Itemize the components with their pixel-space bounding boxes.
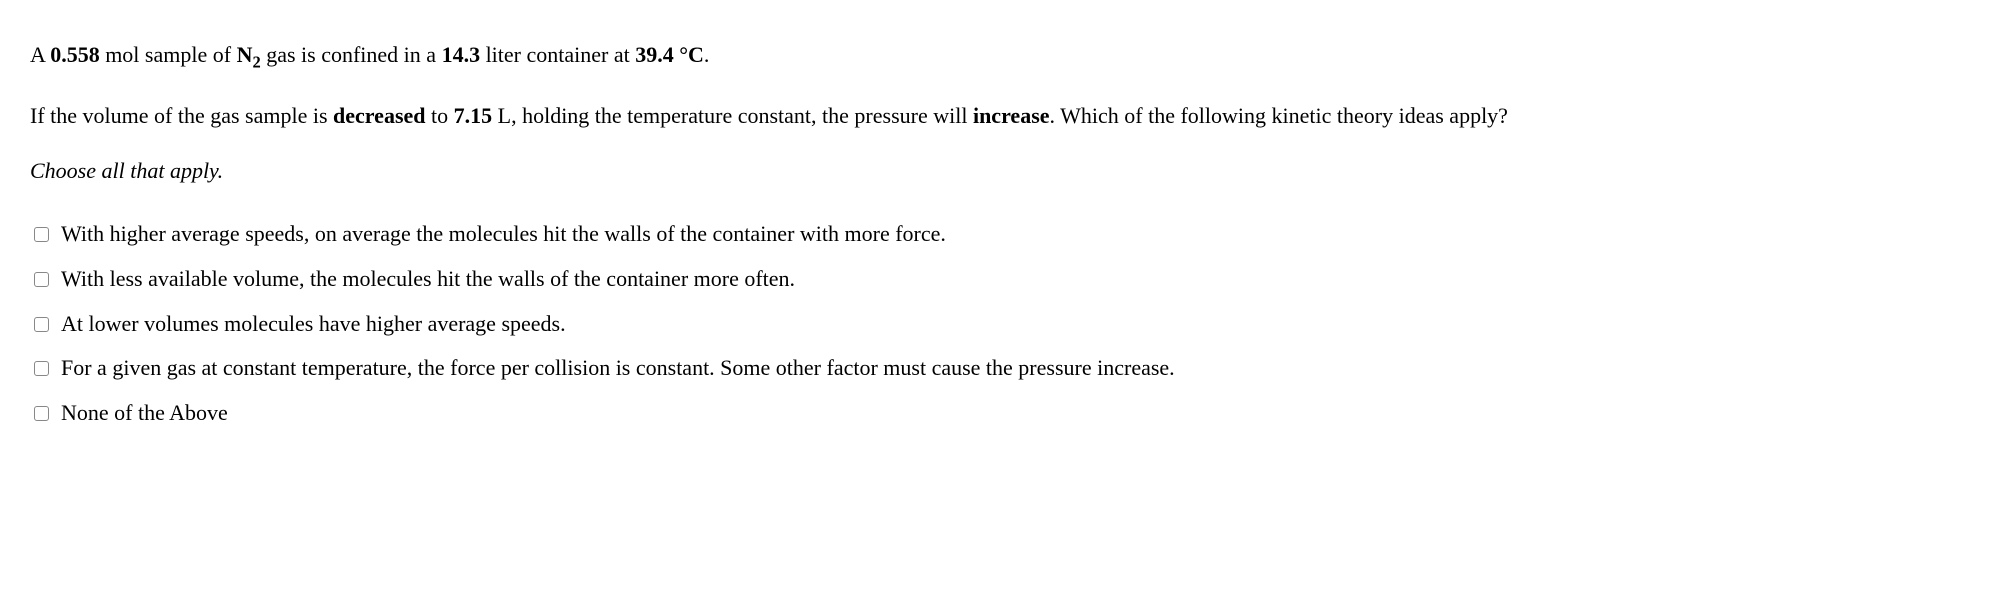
- options-list: With higher average speeds, on average t…: [30, 219, 1962, 429]
- option-checkbox-2[interactable]: [34, 272, 49, 287]
- emphasis-decreased: decreased: [333, 103, 425, 128]
- value-moles: 0.558: [50, 42, 100, 67]
- option-checkbox-3[interactable]: [34, 317, 49, 332]
- question-paragraph-1: A 0.558 mol sample of N2 gas is confined…: [30, 40, 1962, 73]
- gas-formula: N2: [237, 42, 261, 67]
- text-part: .: [704, 42, 710, 67]
- option-label: None of the Above: [61, 398, 228, 429]
- text-part: L, holding the temperature constant, the…: [492, 103, 973, 128]
- text-part: A: [30, 42, 50, 67]
- text-part: mol sample of: [100, 42, 237, 67]
- question-paragraph-2: If the volume of the gas sample is decre…: [30, 101, 1962, 132]
- option-row: For a given gas at constant temperature,…: [34, 353, 1962, 384]
- option-row: None of the Above: [34, 398, 1962, 429]
- value-new-volume: 7.15: [454, 103, 493, 128]
- instruction-text: Choose all that apply.: [30, 156, 1962, 187]
- text-part: to: [426, 103, 454, 128]
- emphasis-increase: increase: [973, 103, 1050, 128]
- option-row: With less available volume, the molecule…: [34, 264, 1962, 295]
- text-part: If the volume of the gas sample is: [30, 103, 333, 128]
- option-row: With higher average speeds, on average t…: [34, 219, 1962, 250]
- option-label: With less available volume, the molecule…: [61, 264, 795, 295]
- option-checkbox-5[interactable]: [34, 406, 49, 421]
- value-temperature: 39.4 °C: [635, 42, 704, 67]
- option-checkbox-4[interactable]: [34, 361, 49, 376]
- text-part: gas is confined in a: [261, 42, 442, 67]
- option-row: At lower volumes molecules have higher a…: [34, 309, 1962, 340]
- option-label: For a given gas at constant temperature,…: [61, 353, 1175, 384]
- value-volume: 14.3: [442, 42, 481, 67]
- option-checkbox-1[interactable]: [34, 227, 49, 242]
- text-part: liter container at: [480, 42, 635, 67]
- option-label: At lower volumes molecules have higher a…: [61, 309, 566, 340]
- text-part: . Which of the following kinetic theory …: [1050, 103, 1508, 128]
- option-label: With higher average speeds, on average t…: [61, 219, 946, 250]
